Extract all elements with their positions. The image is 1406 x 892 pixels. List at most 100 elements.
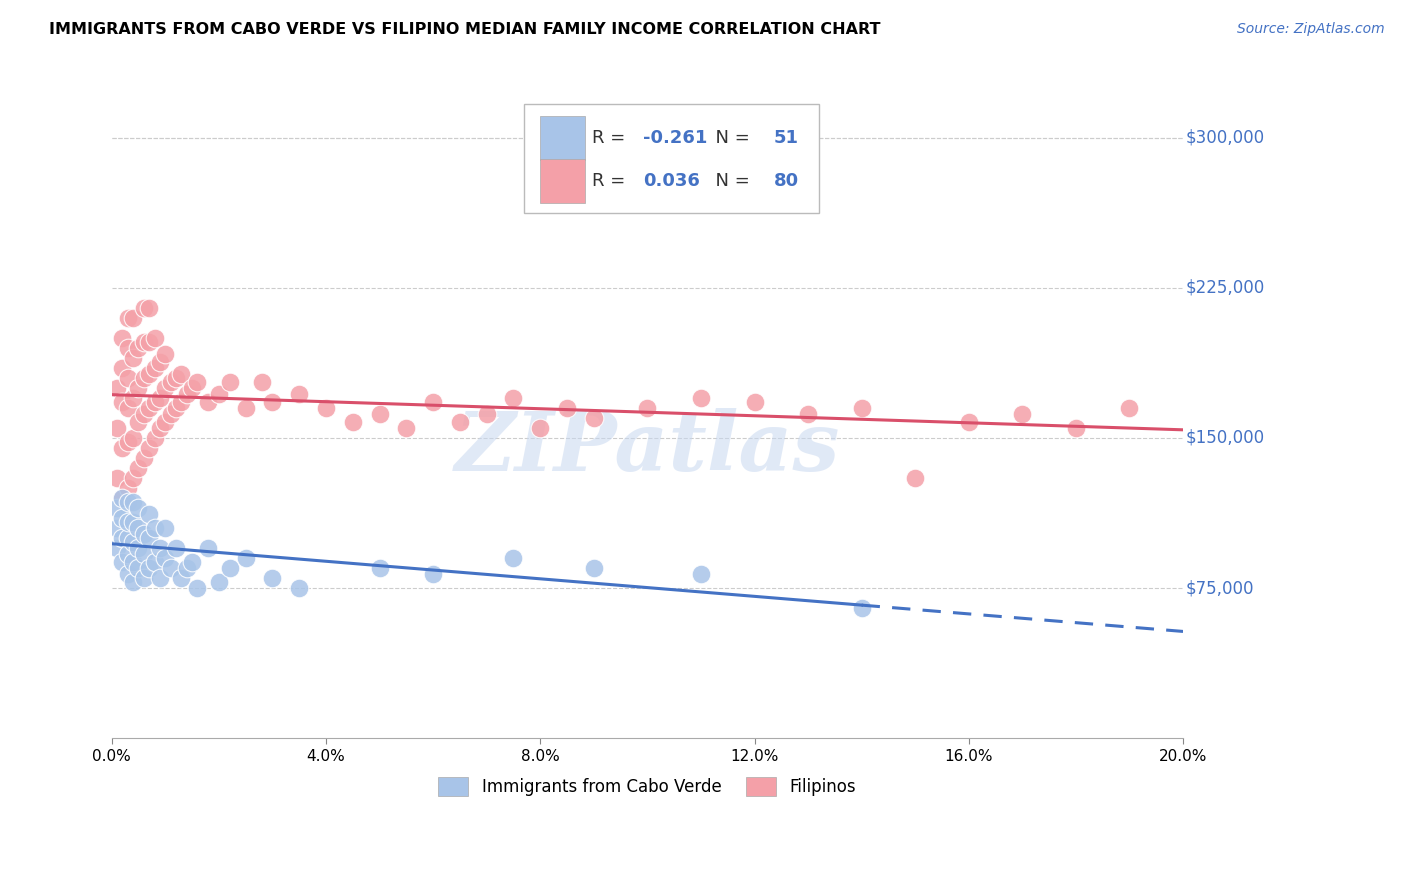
- Point: [122, 495, 145, 509]
- Point: [165, 371, 187, 385]
- Point: [475, 407, 498, 421]
- Point: [143, 360, 166, 375]
- Point: [138, 531, 160, 545]
- Point: [117, 481, 139, 495]
- Point: [690, 567, 713, 582]
- Point: [636, 401, 658, 415]
- Point: [122, 575, 145, 590]
- Point: [582, 561, 605, 575]
- Point: [132, 571, 155, 585]
- Point: [155, 347, 177, 361]
- Point: [143, 331, 166, 345]
- Point: [159, 375, 181, 389]
- Point: [155, 381, 177, 395]
- Point: [111, 491, 134, 505]
- Point: [159, 561, 181, 575]
- Point: [138, 441, 160, 455]
- Text: 51: 51: [773, 129, 799, 147]
- Point: [122, 555, 145, 569]
- Point: [127, 541, 149, 556]
- Point: [127, 381, 149, 395]
- Point: [957, 415, 980, 429]
- Point: [235, 401, 257, 415]
- Point: [111, 491, 134, 505]
- Point: [138, 301, 160, 315]
- Point: [197, 395, 219, 409]
- Point: [218, 561, 240, 575]
- Point: [127, 521, 149, 535]
- Point: [132, 547, 155, 561]
- Point: [111, 441, 134, 455]
- Point: [122, 515, 145, 529]
- Point: [127, 341, 149, 355]
- Point: [155, 521, 177, 535]
- Point: [143, 395, 166, 409]
- Point: [149, 571, 172, 585]
- Point: [422, 395, 444, 409]
- Point: [582, 411, 605, 425]
- Point: [690, 391, 713, 405]
- Text: $75,000: $75,000: [1185, 579, 1254, 598]
- Text: -0.261: -0.261: [643, 129, 707, 147]
- Point: [138, 367, 160, 381]
- FancyBboxPatch shape: [540, 116, 585, 160]
- Point: [132, 371, 155, 385]
- Point: [117, 567, 139, 582]
- Point: [127, 501, 149, 516]
- Point: [122, 471, 145, 485]
- Point: [138, 334, 160, 349]
- Point: [132, 527, 155, 541]
- Point: [117, 531, 139, 545]
- Point: [176, 387, 198, 401]
- Point: [851, 601, 873, 615]
- Point: [122, 310, 145, 325]
- FancyBboxPatch shape: [540, 159, 585, 202]
- Point: [502, 391, 524, 405]
- Point: [744, 395, 766, 409]
- Point: [181, 555, 204, 569]
- Point: [1011, 407, 1033, 421]
- Point: [127, 561, 149, 575]
- Point: [122, 535, 145, 549]
- Text: N =: N =: [704, 129, 755, 147]
- Point: [111, 555, 134, 569]
- Point: [105, 521, 128, 535]
- Text: N =: N =: [704, 172, 755, 190]
- Point: [138, 561, 160, 575]
- Point: [422, 567, 444, 582]
- Point: [315, 401, 337, 415]
- Point: [111, 395, 134, 409]
- Point: [105, 381, 128, 395]
- Point: [149, 391, 172, 405]
- Point: [122, 391, 145, 405]
- Point: [117, 401, 139, 415]
- Point: [1064, 421, 1087, 435]
- Point: [181, 381, 204, 395]
- Point: [165, 401, 187, 415]
- Point: [449, 415, 471, 429]
- Point: [111, 331, 134, 345]
- Point: [132, 450, 155, 465]
- Legend: Immigrants from Cabo Verde, Filipinos: Immigrants from Cabo Verde, Filipinos: [432, 770, 863, 803]
- Point: [149, 541, 172, 556]
- Text: ZIPatlas: ZIPatlas: [454, 408, 841, 488]
- Point: [170, 571, 193, 585]
- Point: [132, 301, 155, 315]
- Point: [186, 581, 208, 595]
- Point: [132, 334, 155, 349]
- Point: [127, 461, 149, 475]
- Point: [1118, 401, 1140, 415]
- Point: [111, 531, 134, 545]
- Point: [122, 431, 145, 445]
- Point: [342, 415, 364, 429]
- Point: [149, 355, 172, 369]
- Text: IMMIGRANTS FROM CABO VERDE VS FILIPINO MEDIAN FAMILY INCOME CORRELATION CHART: IMMIGRANTS FROM CABO VERDE VS FILIPINO M…: [49, 22, 880, 37]
- Point: [111, 360, 134, 375]
- Point: [395, 421, 418, 435]
- Point: [117, 341, 139, 355]
- Point: [122, 351, 145, 365]
- Point: [288, 387, 311, 401]
- Point: [117, 495, 139, 509]
- Point: [105, 501, 128, 516]
- Point: [165, 541, 187, 556]
